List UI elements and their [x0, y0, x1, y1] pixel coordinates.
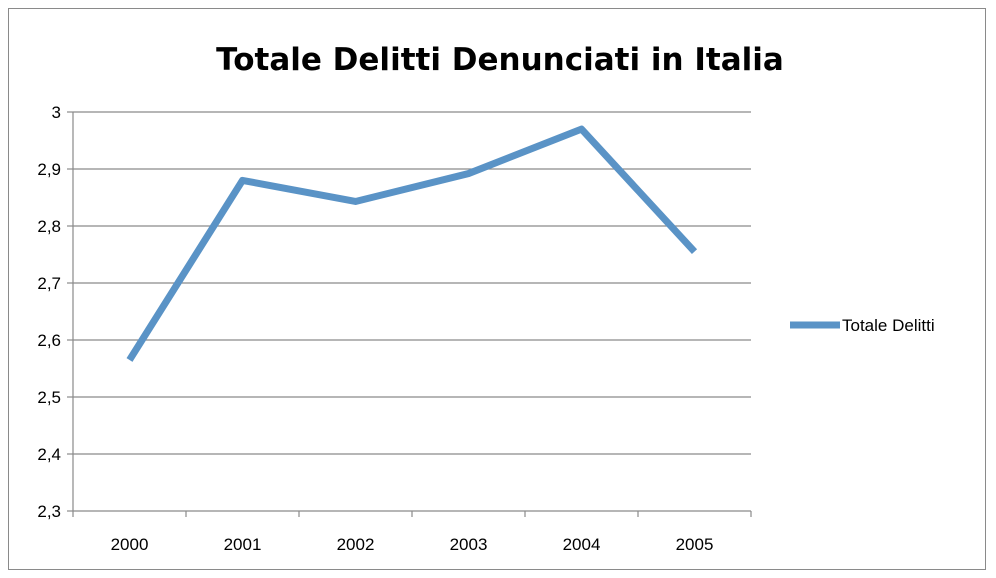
x-tick-label: 2001: [224, 535, 262, 554]
y-tick-label: 2,7: [37, 274, 61, 293]
x-tick-label: 2003: [450, 535, 488, 554]
y-tick-label: 2,8: [37, 217, 61, 236]
y-tick-label: 2,5: [37, 388, 61, 407]
gridlines: [73, 111, 751, 455]
y-tick-label: 2,9: [37, 160, 61, 179]
y-axis-tick-labels: 2,3 2,4 2,5 2,6 2,7 2,8 2,9 3: [37, 103, 61, 521]
y-tick-label: 2,6: [37, 331, 61, 350]
series-line: [126, 125, 698, 362]
chart-title: Totale Delitti Denunciati in Italia: [216, 42, 784, 78]
y-tick-label: 3: [52, 103, 61, 122]
x-axis-tick-labels: 2000 2001 2002 2003 2004 2005: [111, 535, 714, 554]
legend: Totale Delitti: [790, 316, 935, 335]
series-layer: [126, 125, 698, 362]
x-tick-label: 2002: [337, 535, 375, 554]
x-tick-label: 2004: [563, 535, 601, 554]
axes: [67, 111, 752, 517]
legend-label: Totale Delitti: [842, 316, 935, 335]
x-tick-label: 2005: [676, 535, 714, 554]
y-tick-label: 2,3: [37, 502, 61, 521]
x-tick-label: 2000: [111, 535, 149, 554]
y-tick-label: 2,4: [37, 445, 61, 464]
